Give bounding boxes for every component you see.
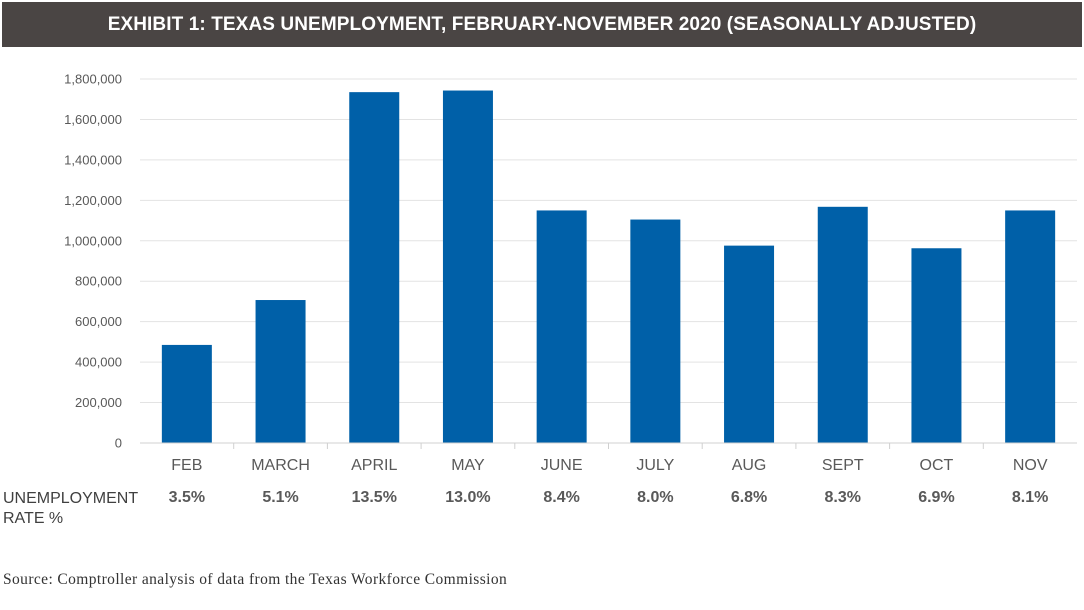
x-tick-label: APRIL — [351, 457, 397, 474]
unemployment-rate-row: 3.5% 5.1% 13.5% 13.0% 8.4% 8.0% 6.8% 8.3% 6.9% 8.… — [169, 489, 1049, 506]
x-tick-label: FEB — [171, 457, 202, 474]
x-tick-label: MAY — [451, 457, 485, 474]
y-tick-label: 1,000,000 — [64, 233, 122, 248]
rate-label: 8.4% — [543, 489, 579, 506]
y-tick-label: 0 — [115, 436, 122, 451]
row-label-line-1: UNEMPLOYMENT — [3, 490, 139, 507]
rate-label: 13.5% — [352, 489, 397, 506]
row-label-line-2: RATE % — [3, 510, 64, 527]
y-tick-label: 1,200,000 — [64, 193, 122, 208]
rate-label: 6.9% — [918, 489, 954, 506]
y-tick-label: 1,800,000 — [64, 72, 122, 87]
chart-title: EXHIBIT 1: TEXAS UNEMPLOYMENT, FEBRUARY-… — [107, 13, 977, 35]
bar-chart: 0 200,000 400,000 600,000 800,000 1,000,000 1,… — [64, 72, 1077, 506]
y-tick-label: 1,400,000 — [64, 152, 122, 167]
y-tick-label: 800,000 — [75, 274, 122, 289]
bar — [161, 344, 212, 443]
y-axis-ticks: 0 200,000 400,000 600,000 800,000 1,000,000 1,… — [64, 72, 122, 451]
bar — [442, 90, 493, 443]
rate-label: 3.5% — [169, 489, 205, 506]
bars — [161, 90, 1056, 444]
source-note: Source: Comptroller analysis of data fro… — [3, 571, 508, 588]
rate-label: 8.0% — [637, 489, 673, 506]
bar — [724, 245, 775, 443]
y-tick-label: 600,000 — [75, 314, 122, 329]
x-tick-label: OCT — [920, 457, 954, 474]
x-tick-label: NOV — [1013, 457, 1048, 474]
rate-label: 13.0% — [445, 489, 490, 506]
bar — [536, 210, 587, 443]
rate-label: 6.8% — [731, 489, 767, 506]
x-tick-label: JUNE — [541, 457, 583, 474]
bar — [817, 206, 868, 443]
x-tick-label: AUG — [732, 457, 767, 474]
y-tick-label: 1,600,000 — [64, 112, 122, 127]
y-tick-label: 200,000 — [75, 395, 122, 410]
bar — [911, 248, 962, 443]
bar — [255, 300, 306, 443]
y-tick-label: 400,000 — [75, 355, 122, 370]
rate-label: 8.1% — [1012, 489, 1048, 506]
x-tick-label: SEPT — [822, 457, 864, 474]
bar — [349, 92, 400, 444]
unemployment-rate-row-label: UNEMPLOYMENT RATE % — [3, 489, 138, 529]
x-tick-label: JULY — [636, 457, 674, 474]
rate-label: 8.3% — [825, 489, 861, 506]
x-tick-label: MARCH — [251, 457, 310, 474]
x-axis-ticks: FEB MARCH APRIL MAY JUNE JULY AUG SEPT OCT NOV — [171, 443, 1048, 474]
bar — [630, 219, 681, 443]
title-bar: EXHIBIT 1: TEXAS UNEMPLOYMENT, FEBRUARY-… — [2, 2, 1082, 47]
bar — [1005, 210, 1056, 443]
rate-label: 5.1% — [262, 489, 298, 506]
